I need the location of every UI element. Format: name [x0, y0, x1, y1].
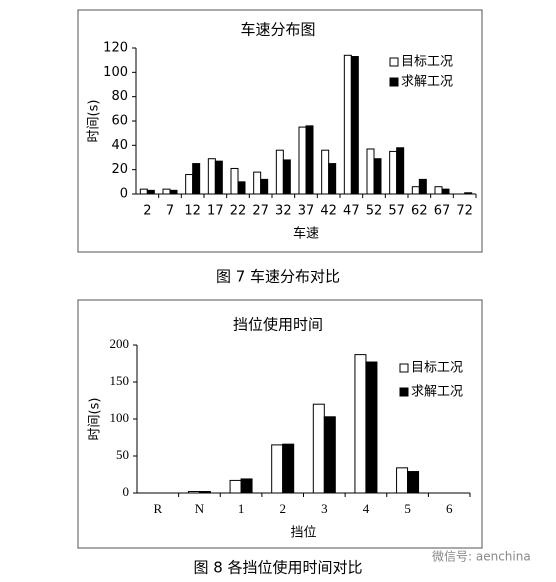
legend-swatch: [389, 57, 399, 67]
y-tick-label: 100: [110, 410, 130, 425]
bar: [321, 149, 330, 195]
chart-title: 挡位使用时间: [233, 316, 323, 334]
legend-swatch: [399, 363, 409, 373]
y-tick-label: 120: [103, 41, 128, 56]
x-tick-label: 37: [298, 204, 315, 219]
bar: [187, 491, 200, 494]
legend-label: 目标工况: [401, 55, 453, 70]
bar: [229, 479, 242, 494]
y-axis-label: 时间(s): [88, 398, 103, 441]
bar: [237, 181, 246, 195]
bar: [207, 158, 216, 195]
bar: [396, 147, 405, 195]
x-tick-label: 57: [388, 204, 405, 219]
bar: [434, 186, 443, 195]
x-tick-label: 52: [366, 204, 383, 219]
bar: [366, 148, 375, 195]
bar: [282, 159, 291, 195]
x-tick-label: 32: [275, 204, 292, 219]
x-tick-label: 1: [238, 501, 245, 516]
x-tick-label: 12: [184, 204, 201, 219]
y-tick-label: 0: [123, 484, 130, 499]
y-axis-label: 时间(s): [87, 100, 102, 143]
x-tick-label: 5: [404, 501, 411, 516]
bar: [464, 192, 473, 195]
y-tick-label: 150: [110, 373, 130, 388]
bar: [407, 471, 420, 494]
x-tick-label: 22: [230, 204, 247, 219]
y-tick-label: 200: [110, 336, 130, 351]
bar: [396, 467, 409, 494]
bar: [185, 174, 194, 195]
bar: [192, 163, 201, 195]
y-tick-label: 0: [120, 187, 128, 202]
legend-swatch: [389, 77, 399, 87]
bar: [373, 158, 382, 195]
y-tick-label: 40: [111, 138, 128, 153]
bar: [365, 361, 378, 494]
bar: [305, 125, 314, 195]
bar: [298, 126, 307, 195]
bar: [323, 416, 336, 494]
x-tick-label: 62: [411, 204, 428, 219]
x-tick-label: 2: [143, 204, 151, 219]
watermark: 微信号: aenchina: [432, 550, 531, 564]
legend-swatch: [399, 387, 409, 397]
caption: 图 7 车速分布对比: [216, 268, 340, 286]
y-tick-label: 60: [111, 114, 128, 129]
x-tick-label: 42: [320, 204, 337, 219]
bar: [343, 54, 352, 195]
x-tick-label: 4: [363, 501, 370, 516]
bar: [253, 171, 262, 195]
x-tick-label: 67: [434, 204, 451, 219]
bar: [162, 188, 171, 195]
y-tick-label: 20: [111, 162, 128, 177]
legend-label: 求解工况: [411, 385, 463, 400]
chart-frame: [77, 299, 483, 549]
bar: [271, 444, 284, 494]
x-tick-label: N: [195, 501, 205, 516]
legend-label: 目标工况: [411, 361, 463, 376]
bar: [411, 186, 420, 195]
y-tick-label: 80: [111, 89, 128, 104]
bar: [389, 150, 398, 195]
y-tick-label: 50: [116, 447, 129, 462]
y-tick-label: 100: [103, 65, 128, 80]
bar: [260, 178, 269, 195]
bar: [418, 178, 427, 195]
bar: [169, 189, 178, 195]
chart-title: 车速分布图: [240, 21, 315, 39]
bar: [139, 188, 148, 195]
chart-frame: [77, 9, 483, 253]
x-tick-label: 47: [343, 204, 360, 219]
bar: [312, 403, 325, 494]
x-tick-label: 72: [456, 204, 473, 219]
bar: [354, 354, 367, 494]
bar: [328, 163, 337, 195]
bar: [240, 478, 253, 494]
bar: [441, 188, 450, 195]
x-tick-label: 3: [321, 501, 328, 516]
bar: [146, 189, 155, 195]
x-tick-label: 6: [446, 501, 453, 516]
x-tick-label: R: [153, 501, 162, 516]
x-axis-label: 挡位: [290, 526, 316, 541]
bar: [275, 149, 284, 195]
bar: [198, 491, 211, 494]
bar: [214, 160, 223, 195]
bar: [350, 56, 359, 195]
bar: [282, 443, 295, 494]
x-tick-label: 17: [207, 204, 224, 219]
caption: 图 8 各挡位使用时间对比: [193, 559, 362, 577]
x-tick-label: 2: [279, 501, 286, 516]
x-axis-label: 车速: [293, 226, 319, 242]
legend-label: 求解工况: [401, 75, 453, 90]
x-tick-label: 27: [252, 204, 269, 219]
x-tick-label: 7: [166, 204, 174, 219]
bar: [230, 167, 239, 195]
